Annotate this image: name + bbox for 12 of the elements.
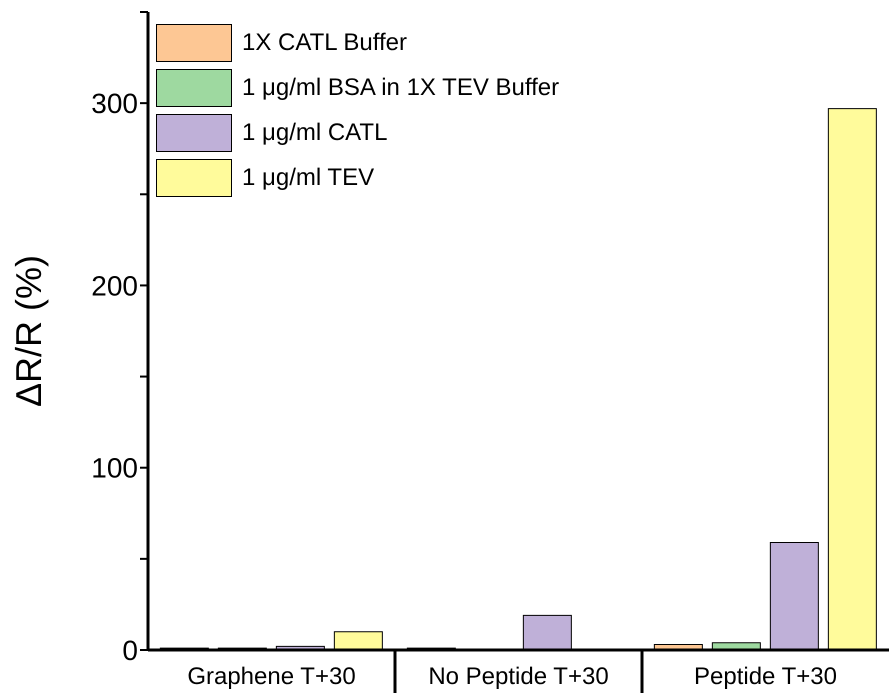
y-axis-title: ΔR/R (%) bbox=[8, 254, 49, 408]
legend-label: 1 μg/ml BSA in 1X TEV Buffer bbox=[242, 74, 560, 102]
x-tick-label: No Peptide T+30 bbox=[428, 663, 609, 690]
x-tick-label: Peptide T+30 bbox=[694, 663, 838, 690]
y-tick-label: 300 bbox=[91, 88, 138, 120]
legend-label: 1X CATL Buffer bbox=[242, 28, 407, 56]
y-tick-label: 0 bbox=[122, 634, 138, 666]
legend-label: 1 μg/ml CATL bbox=[242, 118, 388, 146]
x-tick-label: Graphene T+30 bbox=[187, 663, 356, 690]
y-tick-label: 100 bbox=[91, 452, 138, 484]
y-tick-label: 200 bbox=[91, 270, 138, 302]
legend-label: 1 μg/ml TEV bbox=[242, 164, 374, 192]
